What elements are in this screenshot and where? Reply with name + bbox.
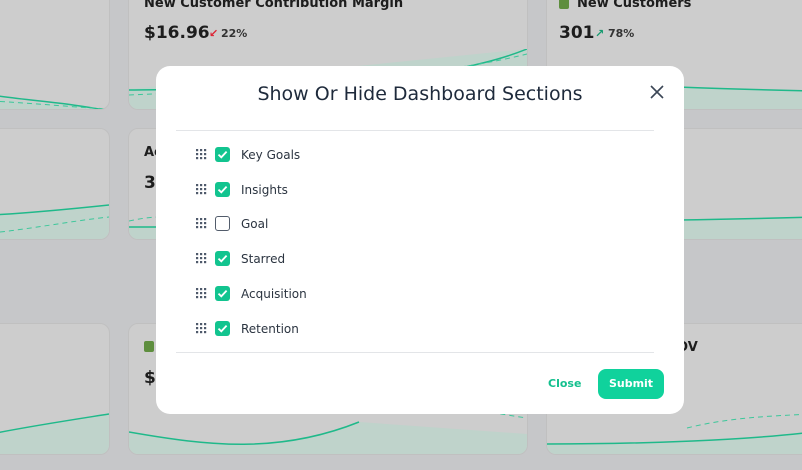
checkbox[interactable]	[215, 216, 230, 232]
card	[0, 0, 110, 110]
drag-handle[interactable]	[196, 253, 207, 264]
close-button[interactable]: Close	[548, 377, 582, 390]
trend-arrow: ↗	[595, 27, 605, 40]
submit-button[interactable]: Submit	[598, 369, 664, 399]
checkbox[interactable]	[215, 285, 230, 301]
drag-handle[interactable]	[196, 149, 207, 160]
checkbox[interactable]	[215, 320, 230, 336]
close-icon[interactable]	[650, 85, 664, 99]
card-title: New Customers	[577, 0, 692, 11]
card-change: 78%	[608, 27, 635, 40]
checkbox[interactable]	[215, 181, 230, 197]
sparkline	[547, 413, 802, 454]
divider	[176, 130, 654, 131]
drag-handle[interactable]	[196, 218, 207, 229]
drag-handle[interactable]	[196, 322, 207, 334]
section-label: Goal	[241, 217, 269, 232]
section-label: Key Goals	[241, 148, 301, 162]
card-value: $16.96	[144, 23, 210, 43]
sparkline	[0, 95, 109, 109]
card	[0, 128, 110, 240]
card-title: New Customer Contribution Margin	[144, 0, 404, 11]
checkmark	[217, 255, 228, 263]
sparkline	[0, 413, 109, 454]
section-label: Starred	[241, 252, 286, 267]
card	[0, 323, 110, 455]
divider	[176, 352, 654, 353]
section-label: Acquisition	[241, 286, 307, 301]
card-value: 301	[559, 23, 595, 43]
dialog-title: Show Or Hide Dashboard Sections	[257, 83, 583, 105]
checkbox[interactable]	[215, 251, 230, 267]
checkmark	[217, 289, 228, 298]
shopify-icon	[144, 341, 154, 352]
card-change: 22%	[221, 27, 248, 40]
checkmark	[217, 185, 228, 194]
sparkline	[0, 204, 109, 239]
shopify-icon	[559, 0, 569, 9]
checkmark	[217, 324, 228, 333]
drag-handle[interactable]	[196, 183, 207, 195]
dialog: Show Or Hide Dashboard Sections Key Goal…	[156, 66, 684, 414]
section-label: Retention	[241, 321, 299, 336]
drag-handle[interactable]	[196, 287, 207, 299]
checkbox[interactable]	[215, 147, 230, 162]
section-label: Insights	[241, 182, 288, 197]
checkmark	[217, 150, 228, 159]
trend-arrow: ↙	[209, 27, 219, 40]
